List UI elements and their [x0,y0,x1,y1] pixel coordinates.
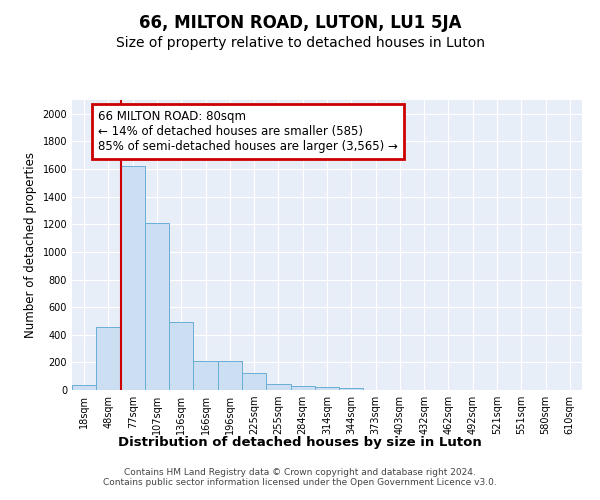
Text: 66, MILTON ROAD, LUTON, LU1 5JA: 66, MILTON ROAD, LUTON, LU1 5JA [139,14,461,32]
Bar [145,223,169,390]
Bar [266,384,290,390]
Bar [193,361,218,390]
Bar [72,385,96,390]
Bar [169,322,193,390]
Bar [96,327,121,390]
Text: Size of property relative to detached houses in Luton: Size of property relative to detached ho… [115,36,485,50]
Text: Contains HM Land Registry data © Crown copyright and database right 2024.
Contai: Contains HM Land Registry data © Crown c… [103,468,497,487]
Bar [339,388,364,390]
Text: 66 MILTON ROAD: 80sqm
← 14% of detached houses are smaller (585)
85% of semi-det: 66 MILTON ROAD: 80sqm ← 14% of detached … [98,110,398,154]
Bar [315,387,339,390]
Bar [290,386,315,390]
Y-axis label: Number of detached properties: Number of detached properties [24,152,37,338]
Bar [218,361,242,390]
Bar [242,374,266,390]
Text: Distribution of detached houses by size in Luton: Distribution of detached houses by size … [118,436,482,449]
Bar [121,166,145,390]
